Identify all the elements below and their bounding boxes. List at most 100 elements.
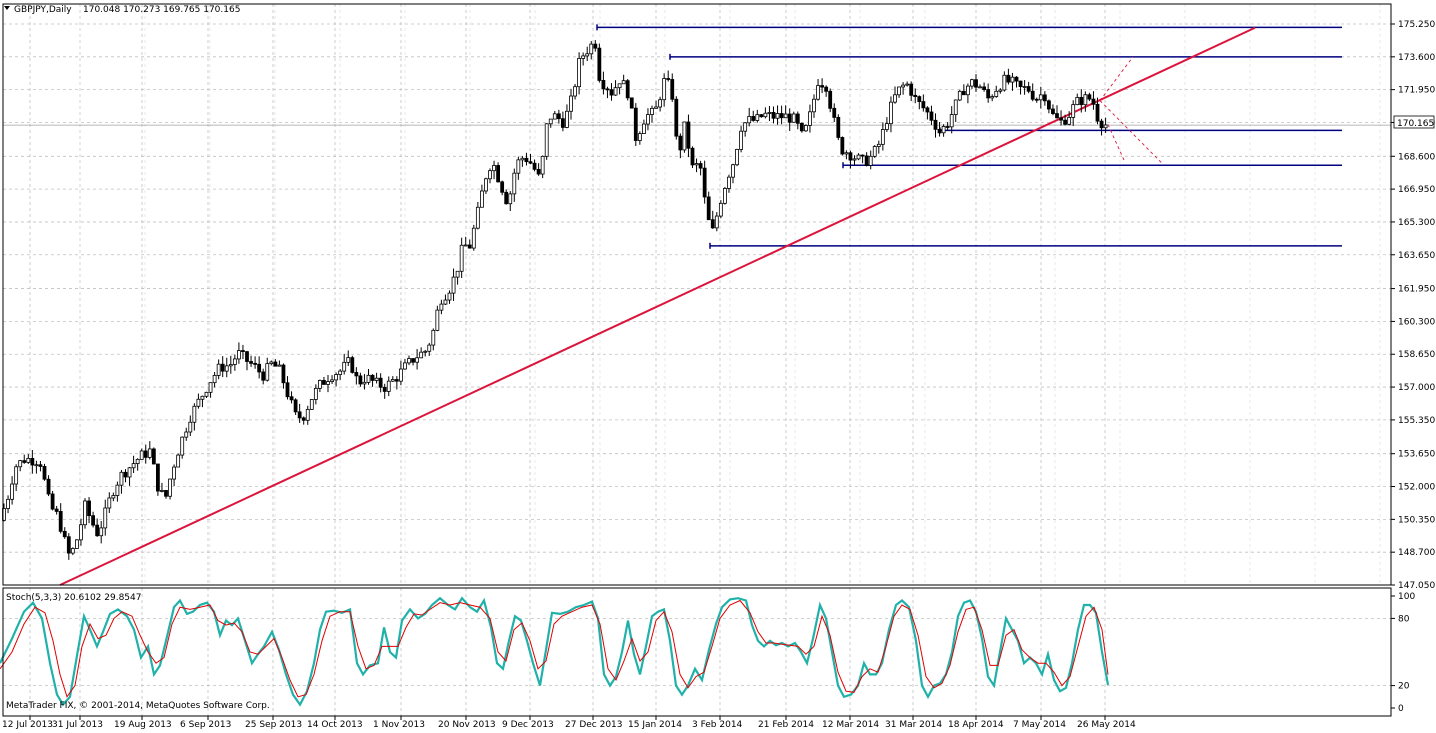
- price-tick-label: 163.650: [1398, 251, 1435, 261]
- candle-body: [455, 270, 460, 278]
- time-axis[interactable]: 12 Jul 2013 31 Jul 2013 19 Aug 2013 6 Sep 2…: [2, 716, 1136, 730]
- candle-body: [232, 358, 237, 365]
- candle-body: [38, 464, 43, 467]
- candle-body: [224, 365, 229, 372]
- chart-menu-triangle-icon[interactable]: [4, 6, 10, 10]
- candle-body: [569, 95, 573, 112]
- time-tick-label: 19 Aug 2013: [114, 720, 172, 730]
- trendline-group[interactable]: [59, 26, 1256, 586]
- candle-body: [143, 450, 148, 458]
- candle-body: [309, 399, 314, 410]
- candle-body: [289, 396, 294, 401]
- candle-body: [265, 363, 270, 381]
- candle-body: [925, 107, 930, 113]
- candle-body: [378, 377, 383, 388]
- candle-body: [650, 107, 654, 115]
- candle-body: [909, 83, 914, 96]
- candle-body: [139, 450, 144, 460]
- candle-body: [273, 361, 278, 367]
- candle-body: [435, 309, 440, 331]
- candle-body: [1014, 76, 1019, 82]
- candle-body: [1022, 86, 1027, 88]
- time-tick-label: 31 Mar 2014: [885, 720, 942, 730]
- candle-body: [459, 244, 464, 272]
- candle-body: [735, 148, 739, 166]
- candle-body: [678, 135, 683, 151]
- candle-body: [751, 116, 756, 121]
- candle-body: [91, 515, 95, 526]
- candle-body: [799, 122, 804, 132]
- candle-body: [998, 89, 1003, 92]
- candle-body: [524, 157, 529, 163]
- candle-body: [293, 399, 298, 413]
- candle-body: [552, 113, 557, 120]
- candle-body: [403, 362, 407, 370]
- candle-body: [629, 97, 634, 109]
- time-tick-label: 25 Sep 2013: [245, 720, 302, 730]
- candle-body: [536, 168, 541, 175]
- candle-body: [1079, 97, 1084, 106]
- candle-body: [864, 155, 869, 166]
- candle-body: [917, 96, 922, 102]
- candle-body: [212, 375, 217, 384]
- candle-body: [516, 159, 521, 174]
- candle-body: [897, 86, 901, 96]
- candle-body: [820, 85, 824, 88]
- candle-body: [532, 162, 537, 170]
- price-axis[interactable]: 175.250173.600171.950170.300168.600166.9…: [1391, 20, 1435, 591]
- candle-body: [929, 111, 934, 121]
- price-tick-label: 157.000: [1398, 383, 1435, 393]
- candle-body: [561, 118, 565, 128]
- stochastic-lines: [0, 596, 1110, 707]
- projection-dashed-line[interactable]: [1107, 124, 1126, 163]
- projection-dashed-line[interactable]: [1099, 100, 1164, 165]
- candle-body: [419, 351, 424, 359]
- time-tick-label: 6 Sep 2013: [180, 720, 231, 730]
- time-tick-label: 14 Oct 2013: [307, 720, 363, 730]
- candle-body: [795, 113, 800, 124]
- candle-body: [812, 98, 816, 113]
- candle-body: [1087, 94, 1092, 100]
- candle-body: [1055, 113, 1059, 119]
- candle-body: [723, 188, 727, 204]
- ascending-trendline[interactable]: [59, 26, 1256, 586]
- candle-body: [249, 361, 253, 364]
- candle-body: [492, 165, 496, 172]
- candle-body: [581, 55, 586, 59]
- candle-body: [779, 113, 784, 119]
- candle-body: [747, 116, 752, 124]
- candle-body: [601, 80, 606, 90]
- candle-body: [83, 500, 87, 526]
- candle-body: [597, 47, 602, 81]
- candle-body: [26, 457, 31, 463]
- candle-body: [330, 379, 334, 382]
- candle-body: [119, 471, 124, 486]
- candle-body: [666, 78, 671, 80]
- candle-body: [151, 448, 156, 465]
- candle-body: [642, 123, 646, 134]
- candle-body: [783, 113, 788, 119]
- candle-body: [674, 98, 679, 137]
- candle-body: [245, 351, 249, 362]
- candle-body: [135, 458, 140, 464]
- price-tick-label: 168.600: [1398, 152, 1435, 162]
- price-tick-label: 161.950: [1398, 285, 1435, 295]
- candle-body: [62, 530, 67, 538]
- channel-levels[interactable]: [596, 24, 1342, 249]
- copyright-label: MetaTrader FIX, © 2001-2014, MetaQuotes …: [6, 701, 270, 711]
- candle-body: [1006, 74, 1011, 83]
- candle-body: [305, 408, 310, 421]
- candle-body: [1083, 94, 1088, 106]
- candle-body: [362, 381, 367, 385]
- candle-body: [937, 128, 942, 134]
- candle-body: [155, 463, 160, 492]
- candle-body: [285, 382, 290, 398]
- candle-body: [75, 539, 79, 549]
- candle-body: [241, 350, 245, 353]
- stochastic-tick-label: 20: [1398, 682, 1410, 692]
- candle-body: [990, 96, 995, 99]
- candle-body: [787, 113, 792, 123]
- candle-body: [475, 206, 480, 229]
- candle-body: [127, 467, 132, 478]
